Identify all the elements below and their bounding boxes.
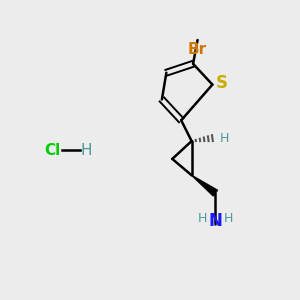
Text: H: H: [80, 142, 92, 158]
Text: S: S: [216, 74, 228, 92]
Polygon shape: [192, 175, 218, 196]
Text: H: H: [224, 212, 233, 226]
Text: Br: Br: [188, 42, 207, 57]
Text: H: H: [198, 212, 208, 226]
Text: N: N: [208, 212, 222, 230]
Text: Cl: Cl: [44, 142, 60, 158]
Text: H: H: [220, 132, 229, 145]
